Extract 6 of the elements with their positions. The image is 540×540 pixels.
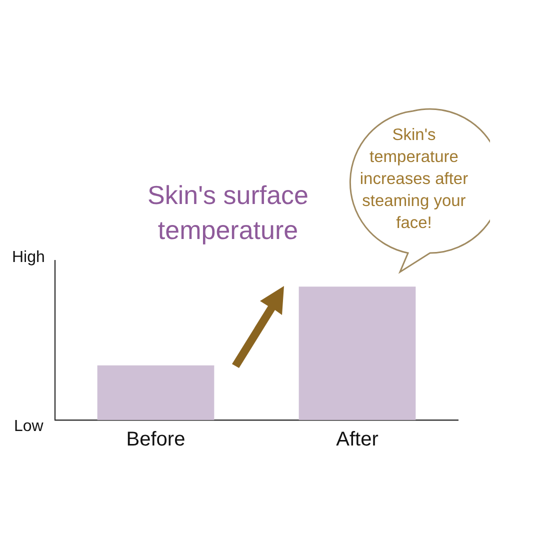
chart-title: Skin's surface temperature [146, 179, 310, 247]
text: High [12, 249, 45, 267]
text: Low [14, 418, 44, 436]
text: Skin's temperature increases after steaming your face! [358, 125, 470, 234]
x-tick-label: After [336, 428, 379, 451]
x-tick-label: Before [126, 428, 186, 451]
